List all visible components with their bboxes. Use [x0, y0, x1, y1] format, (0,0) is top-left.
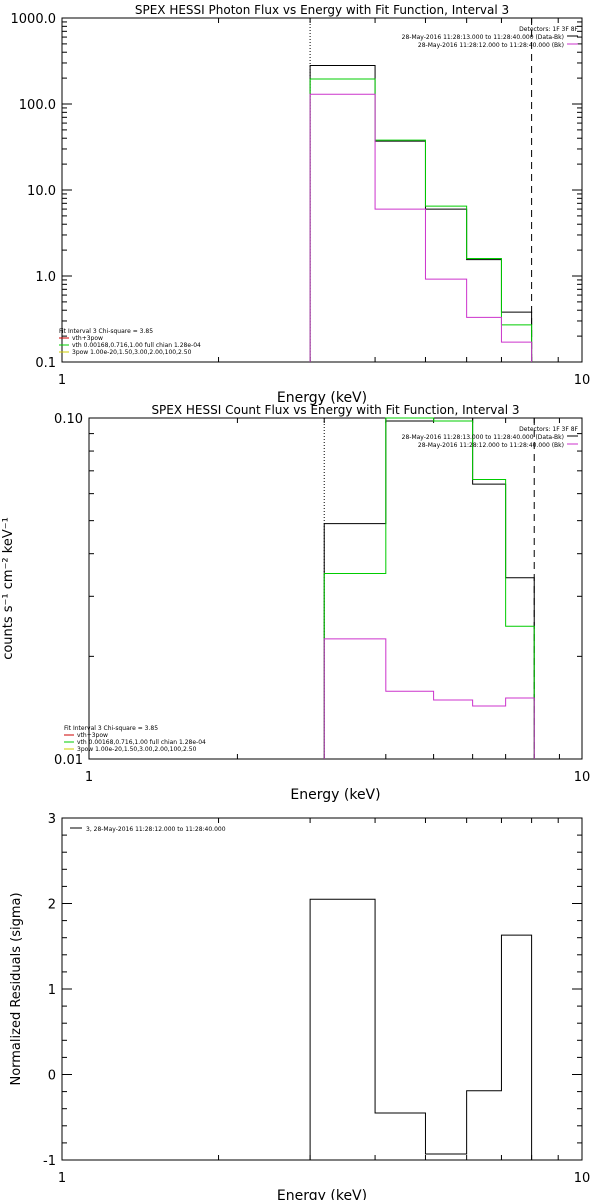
x-tick-label: 10	[574, 770, 591, 785]
y-tick-label: 3	[48, 812, 56, 827]
y-tick-label: 0	[48, 1069, 56, 1084]
series-line-3	[309, 93, 533, 362]
x-tick-label: 10	[574, 373, 591, 388]
chart-panel-2: SPEX HESSI Count Flux vs Energy with Fit…	[1, 403, 590, 803]
series-line-3	[323, 638, 535, 759]
series-line-1	[309, 65, 533, 362]
series-line-2	[323, 417, 535, 759]
legend-entry: 28-May-2016 11:28:12.000 to 11:28:40.000…	[418, 442, 564, 449]
x-tick-label: 1	[85, 770, 93, 785]
chart-panel-1: SPEX HESSI Photon Flux vs Energy with Fi…	[11, 3, 591, 406]
plot-frame	[88, 417, 583, 760]
legend-entry: Fit Interval 3 Chi-square = 3.85	[64, 725, 158, 732]
legend-entry: Detectors: 1F 3F 8F	[519, 426, 578, 433]
x-axis-label: Energy (keV)	[277, 390, 367, 406]
x-axis-label: Energy (keV)	[277, 1188, 367, 1200]
legend-entry: 3pow 1.00e-20,1.50,3.00,2.00,100,2.50	[77, 746, 197, 753]
y-axis-label: counts s⁻¹ cm⁻² keV⁻¹	[1, 517, 16, 660]
y-tick-label: 2	[48, 898, 56, 913]
y-tick-label: 0.1	[35, 356, 56, 371]
series-line-2	[309, 78, 533, 362]
plot-frame	[61, 17, 583, 363]
series-line-1	[323, 417, 535, 759]
x-tick-label: 1	[58, 1171, 66, 1186]
y-tick-label: -1	[43, 1154, 56, 1169]
legend-entry: 28-May-2016 11:28:13.000 to 11:28:40.000…	[402, 34, 564, 41]
plot-frame	[61, 817, 583, 1161]
y-tick-label: 0.01	[54, 753, 83, 768]
legend-entry: vth 0.00168,0.716,1.00 full chian 1.28e-…	[77, 739, 206, 746]
x-tick-label: 10	[574, 1171, 591, 1186]
chart-title: SPEX HESSI Photon Flux vs Energy with Fi…	[135, 3, 509, 17]
y-tick-label: 1000.0	[11, 12, 57, 27]
y-tick-label: 100.0	[19, 98, 56, 113]
y-tick-label: 1	[48, 983, 56, 998]
legend-entry: vth 0.00168,0.716,1.00 full chian 1.28e-…	[72, 342, 201, 349]
y-tick-label: 0.10	[54, 412, 83, 427]
legend-entry: 28-May-2016 11:28:13.000 to 11:28:40.000…	[402, 434, 564, 441]
legend-entry: vth+3pow	[77, 732, 108, 739]
x-axis-label: Energy (keV)	[290, 787, 380, 803]
chart-title: SPEX HESSI Count Flux vs Energy with Fit…	[151, 403, 519, 417]
y-tick-label: 1.0	[35, 270, 56, 285]
legend-entry: 28-May-2016 11:28:12.000 to 11:28:40.000…	[418, 42, 564, 49]
legend-entry: 3pow 1.00e-20,1.50,3.00,2.00,100,2.50	[72, 349, 192, 356]
x-tick-label: 1	[58, 373, 66, 388]
y-tick-label: 10.0	[27, 184, 56, 199]
chart-panel-3: 1 10 -1 0 1 2 3 Energy (keV) Normalized Residual…	[9, 812, 590, 1200]
legend-entry: 3, 28-May-2016 11:28:12.000 to 11:28:40.…	[86, 826, 226, 833]
y-axis-label: Normalized Residuals (sigma)	[9, 892, 24, 1085]
series-line-1	[309, 898, 533, 1160]
legend-entry: Fit Interval 3 Chi-square = 3.85	[59, 328, 153, 335]
legend-entry: Detectors: 1F 3F 8F	[519, 26, 578, 33]
legend-entry: vth+3pow	[72, 335, 103, 342]
